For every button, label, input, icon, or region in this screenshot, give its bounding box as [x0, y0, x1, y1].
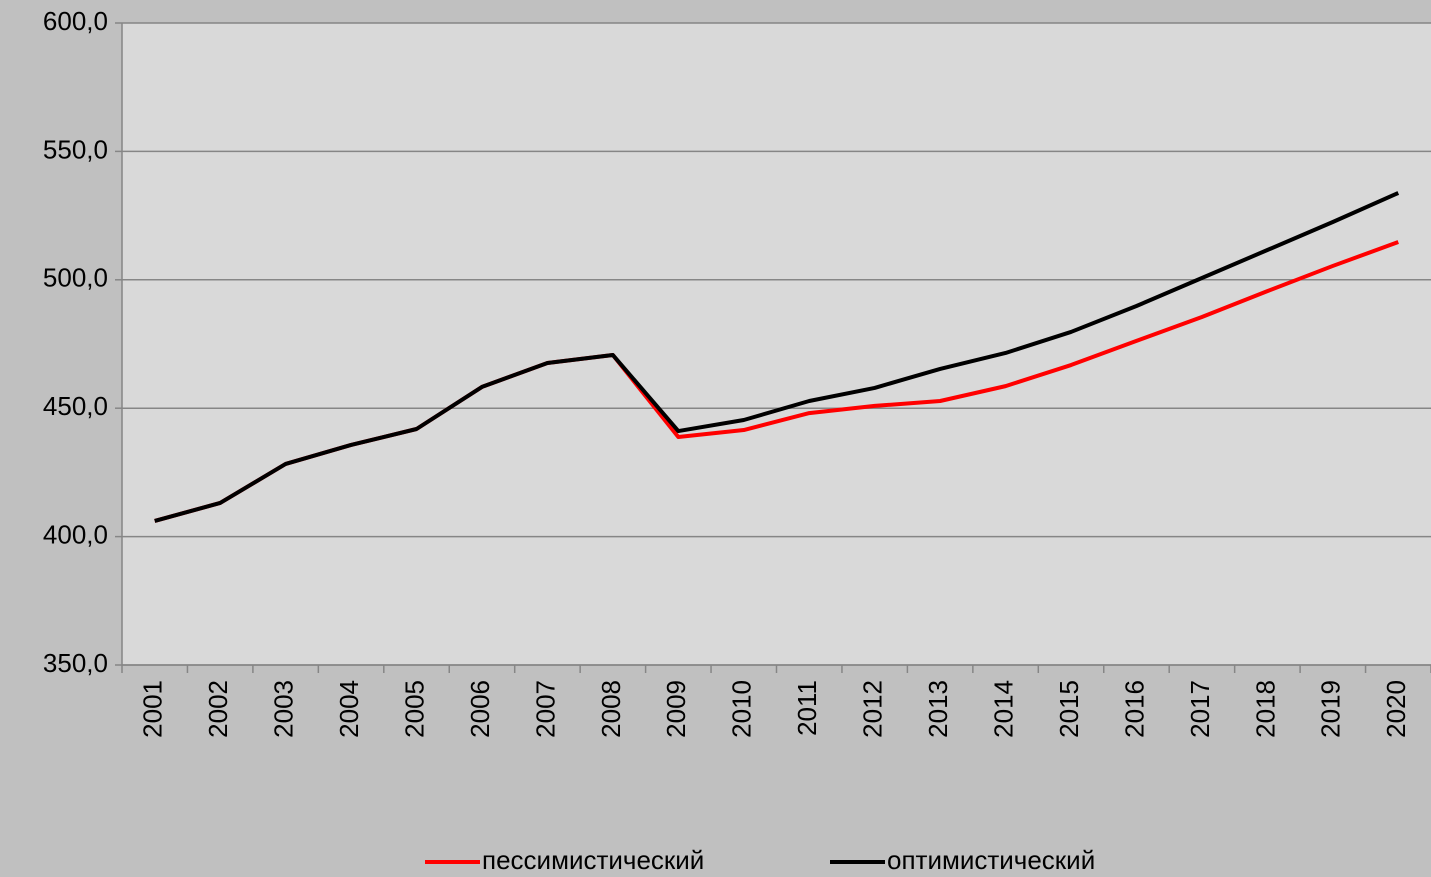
x-tick-label: 2006 [465, 680, 495, 738]
x-tick-label: 2001 [138, 680, 168, 738]
x-tick-label: 2017 [1185, 680, 1215, 738]
x-tick-label: 2016 [1119, 680, 1149, 738]
y-tick-label: 550,0 [43, 134, 108, 164]
y-tick-label: 400,0 [43, 519, 108, 549]
series-line [154, 191, 1400, 523]
x-tick-label: 2013 [923, 680, 953, 738]
x-tick-label: 2003 [269, 680, 299, 738]
x-tick-label: 2009 [661, 680, 691, 738]
x-tick-label: 2020 [1381, 680, 1411, 738]
x-tick-label: 2019 [1316, 680, 1346, 738]
x-tick-label: 2007 [530, 680, 560, 738]
x-tick-label: 2015 [1054, 680, 1084, 738]
y-tick-label: 500,0 [43, 263, 108, 293]
x-tick-label: 2011 [792, 680, 822, 736]
x-tick-label: 2012 [858, 680, 888, 738]
y-tick-label: 450,0 [43, 391, 108, 421]
legend-label: пессимистический [482, 845, 704, 875]
x-tick-label: 2004 [334, 680, 364, 738]
y-tick-label: 600,0 [43, 6, 108, 36]
y-tick-label: 350,0 [43, 648, 108, 678]
legend-label: оптимистический [887, 845, 1095, 875]
plot-area [122, 23, 1431, 665]
x-tick-label: 2005 [399, 680, 429, 738]
x-tick-label: 2002 [203, 680, 233, 738]
x-tick-label: 2008 [596, 680, 626, 738]
x-tick-label: 2010 [727, 680, 757, 738]
x-tick-label: 2014 [988, 680, 1018, 738]
x-tick-label: 2018 [1250, 680, 1280, 738]
